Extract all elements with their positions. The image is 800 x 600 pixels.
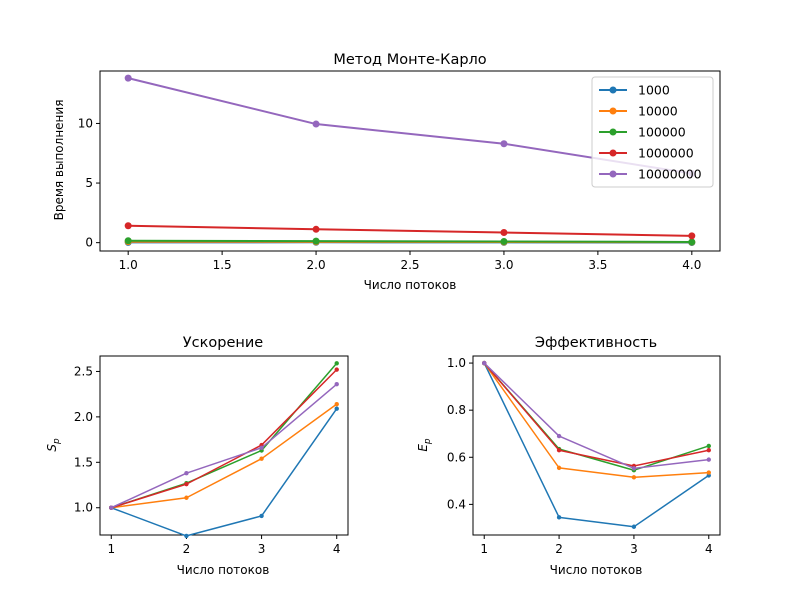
chart-title: Метод Монте-Карло — [333, 52, 486, 68]
y-tick-label: 2.5 — [74, 364, 93, 378]
data-point — [259, 456, 264, 461]
x-tick-label: 2.0 — [307, 258, 326, 272]
legend-marker — [609, 107, 617, 115]
series-line — [483, 362, 709, 479]
series-line — [128, 224, 692, 237]
data-point — [184, 481, 189, 487]
data-point — [482, 360, 487, 366]
series-line — [111, 408, 338, 537]
x-tick-label: 2.5 — [400, 258, 419, 272]
legend-label: 10000 — [638, 104, 678, 119]
data-point — [631, 466, 637, 471]
y-tick-label: 0.8 — [447, 403, 466, 417]
data-point — [500, 237, 508, 245]
data-point — [334, 367, 339, 372]
data-point — [688, 232, 696, 240]
y-tick-label: 5 — [85, 176, 93, 190]
legend: 1000 10000 100000 1000000 10000000 — [591, 76, 714, 188]
data-point — [556, 433, 562, 439]
legend-label: 10000000 — [638, 167, 702, 182]
data-point — [706, 470, 711, 475]
legend-label: 1000000 — [638, 146, 694, 161]
x-axis-label: Число потоков — [550, 563, 643, 577]
data-point — [556, 465, 562, 471]
data-point — [556, 448, 562, 453]
data-point — [334, 381, 339, 387]
legend-marker — [609, 149, 617, 157]
chart-title: Ускорение — [183, 335, 263, 351]
series-line — [483, 362, 709, 467]
data-point — [124, 74, 132, 82]
x-tick-label: 3 — [630, 542, 638, 556]
chart-efficiency: Эффективность Число потоков Ep 1 2 3 40.40.… — [416, 335, 721, 577]
legend-marker — [609, 86, 617, 94]
data-point — [184, 471, 189, 476]
x-tick-label: 1 — [107, 542, 115, 556]
x-axis-label: Число потоков — [364, 278, 457, 292]
y-axis-label: Время выполнения — [52, 100, 66, 221]
data-point — [631, 475, 637, 480]
data-point — [500, 140, 508, 148]
x-axis-label: Число потоков — [177, 563, 270, 577]
data-point — [124, 222, 132, 230]
series-line — [128, 239, 692, 243]
data-point — [259, 445, 264, 450]
data-point — [500, 229, 508, 237]
series-line — [111, 403, 338, 509]
data-point — [688, 238, 696, 246]
data-point — [259, 513, 264, 519]
y-tick-label: 0 — [85, 236, 93, 250]
x-tick-label: 3 — [258, 542, 266, 556]
plot-frame — [99, 355, 349, 536]
legend-label: 100000 — [638, 125, 686, 140]
x-tick-label: 3.0 — [494, 258, 513, 272]
y-tick-label: 0.4 — [447, 497, 466, 511]
chart-monte-carlo: Метод Монте-Карло Число потоков Время вы… — [52, 52, 721, 292]
legend-label: 1000 — [638, 83, 670, 98]
chart-title: Эффективность — [535, 335, 657, 351]
x-tick-label: 4.0 — [682, 258, 701, 272]
x-tick-label: 2 — [555, 542, 563, 556]
data-point — [334, 361, 339, 366]
data-point — [556, 515, 562, 520]
chart-speedup: Ускорение Число потоков Sp 1 2 3 41.01.52.0… — [45, 335, 349, 577]
y-tick-label: 1.5 — [74, 455, 93, 469]
data-point — [109, 505, 114, 510]
y-tick-label: 1.0 — [74, 501, 93, 515]
data-point — [312, 120, 320, 128]
legend-marker — [609, 170, 617, 178]
series-line — [111, 369, 338, 509]
x-tick-label: 1 — [480, 542, 488, 556]
series-line — [483, 362, 710, 528]
plot-frame — [472, 355, 721, 536]
data-point — [184, 495, 189, 500]
data-point — [706, 443, 711, 449]
y-tick-label: 2.0 — [74, 410, 93, 424]
data-point — [124, 237, 132, 245]
data-point — [631, 524, 637, 529]
x-tick-label: 4 — [333, 542, 341, 556]
data-point — [334, 401, 339, 407]
y-tick-label: 0.6 — [447, 450, 466, 464]
x-tick-label: 4 — [705, 542, 713, 556]
series-line — [110, 383, 338, 509]
data-point — [334, 406, 339, 411]
x-tick-label: 1.5 — [213, 258, 232, 272]
data-point — [706, 457, 711, 462]
series-line — [483, 362, 709, 470]
data-point — [184, 533, 189, 539]
x-tick-label: 1.0 — [119, 258, 138, 272]
y-tick-label: 1.0 — [447, 356, 466, 370]
data-point — [706, 448, 711, 453]
data-point — [312, 225, 320, 233]
legend-box — [591, 76, 714, 188]
x-tick-label: 3.5 — [588, 258, 607, 272]
x-tick-label: 2 — [183, 542, 191, 556]
legend-marker — [609, 128, 617, 136]
y-tick-label: 10 — [78, 116, 93, 130]
data-point — [312, 237, 320, 245]
